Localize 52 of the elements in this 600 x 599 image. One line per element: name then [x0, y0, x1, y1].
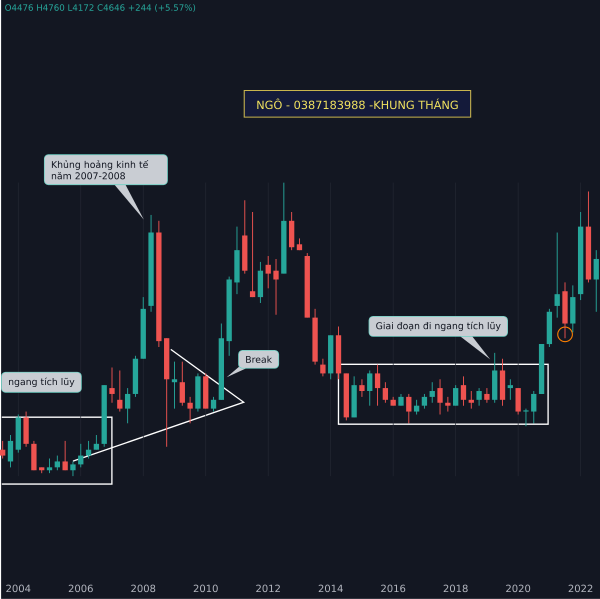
candlestick — [515, 388, 521, 416]
candlestick — [180, 361, 185, 406]
candlestick — [554, 232, 560, 318]
candlestick — [187, 396, 193, 424]
candlestick — [266, 256, 271, 289]
x-tick-label: 2020 — [506, 584, 530, 592]
chart-title: NGÔ - 0387183988 -KHUNG THÁNG — [257, 98, 458, 110]
annotation: ngang tích lũy — [9, 378, 74, 388]
text: O4476 H4760 L4172 C4646 +244 (+5.57%) — [5, 4, 196, 12]
candlestick — [210, 396, 216, 412]
candlestick — [437, 378, 443, 416]
candlestick — [374, 364, 380, 406]
candlestick — [531, 390, 536, 424]
candlestick — [8, 434, 14, 468]
candlestick — [250, 212, 256, 298]
candlestick — [0, 440, 6, 460]
candlestick — [414, 399, 420, 416]
candlestick — [382, 382, 388, 404]
candlestick — [406, 394, 412, 424]
x-tick-label: 2010 — [194, 584, 218, 592]
x-tick-label: 2018 — [444, 584, 468, 592]
x-tick-label: 2012 — [256, 584, 280, 592]
candlestick — [484, 388, 490, 404]
candlestick — [594, 250, 599, 312]
candlestick — [359, 378, 365, 398]
candlestick — [117, 370, 122, 412]
candlestick — [273, 258, 279, 316]
candlestick — [453, 384, 458, 406]
candlestick — [94, 434, 100, 450]
candlestick — [367, 370, 372, 406]
candlestick — [320, 358, 326, 377]
candlestick — [109, 367, 115, 404]
candlestick — [124, 388, 130, 424]
annotation: Break — [246, 356, 272, 363]
candlestick — [508, 378, 513, 400]
candlestick — [430, 382, 435, 404]
x-tick-label: 2008 — [131, 584, 156, 592]
candlestick — [86, 440, 92, 460]
x-tick-label: 2004 — [6, 584, 30, 592]
candlestick — [468, 390, 474, 410]
x-tick-label: 2016 — [381, 584, 406, 592]
x-tick-label: 2014 — [318, 584, 343, 592]
text: Khủng hoảng kinh tế năm 2007-2008 — [52, 160, 148, 180]
candlestick — [54, 455, 60, 471]
candlestick — [422, 394, 428, 410]
candlestick — [78, 443, 84, 468]
candlestick — [476, 388, 482, 406]
x-tick-label: 2006 — [68, 584, 93, 592]
candlestick — [62, 440, 68, 471]
annotation: Giai đoạn đi ngang tích lũy — [376, 322, 501, 332]
x-tick-label: 2022 — [568, 584, 592, 592]
candlestick — [460, 376, 466, 406]
